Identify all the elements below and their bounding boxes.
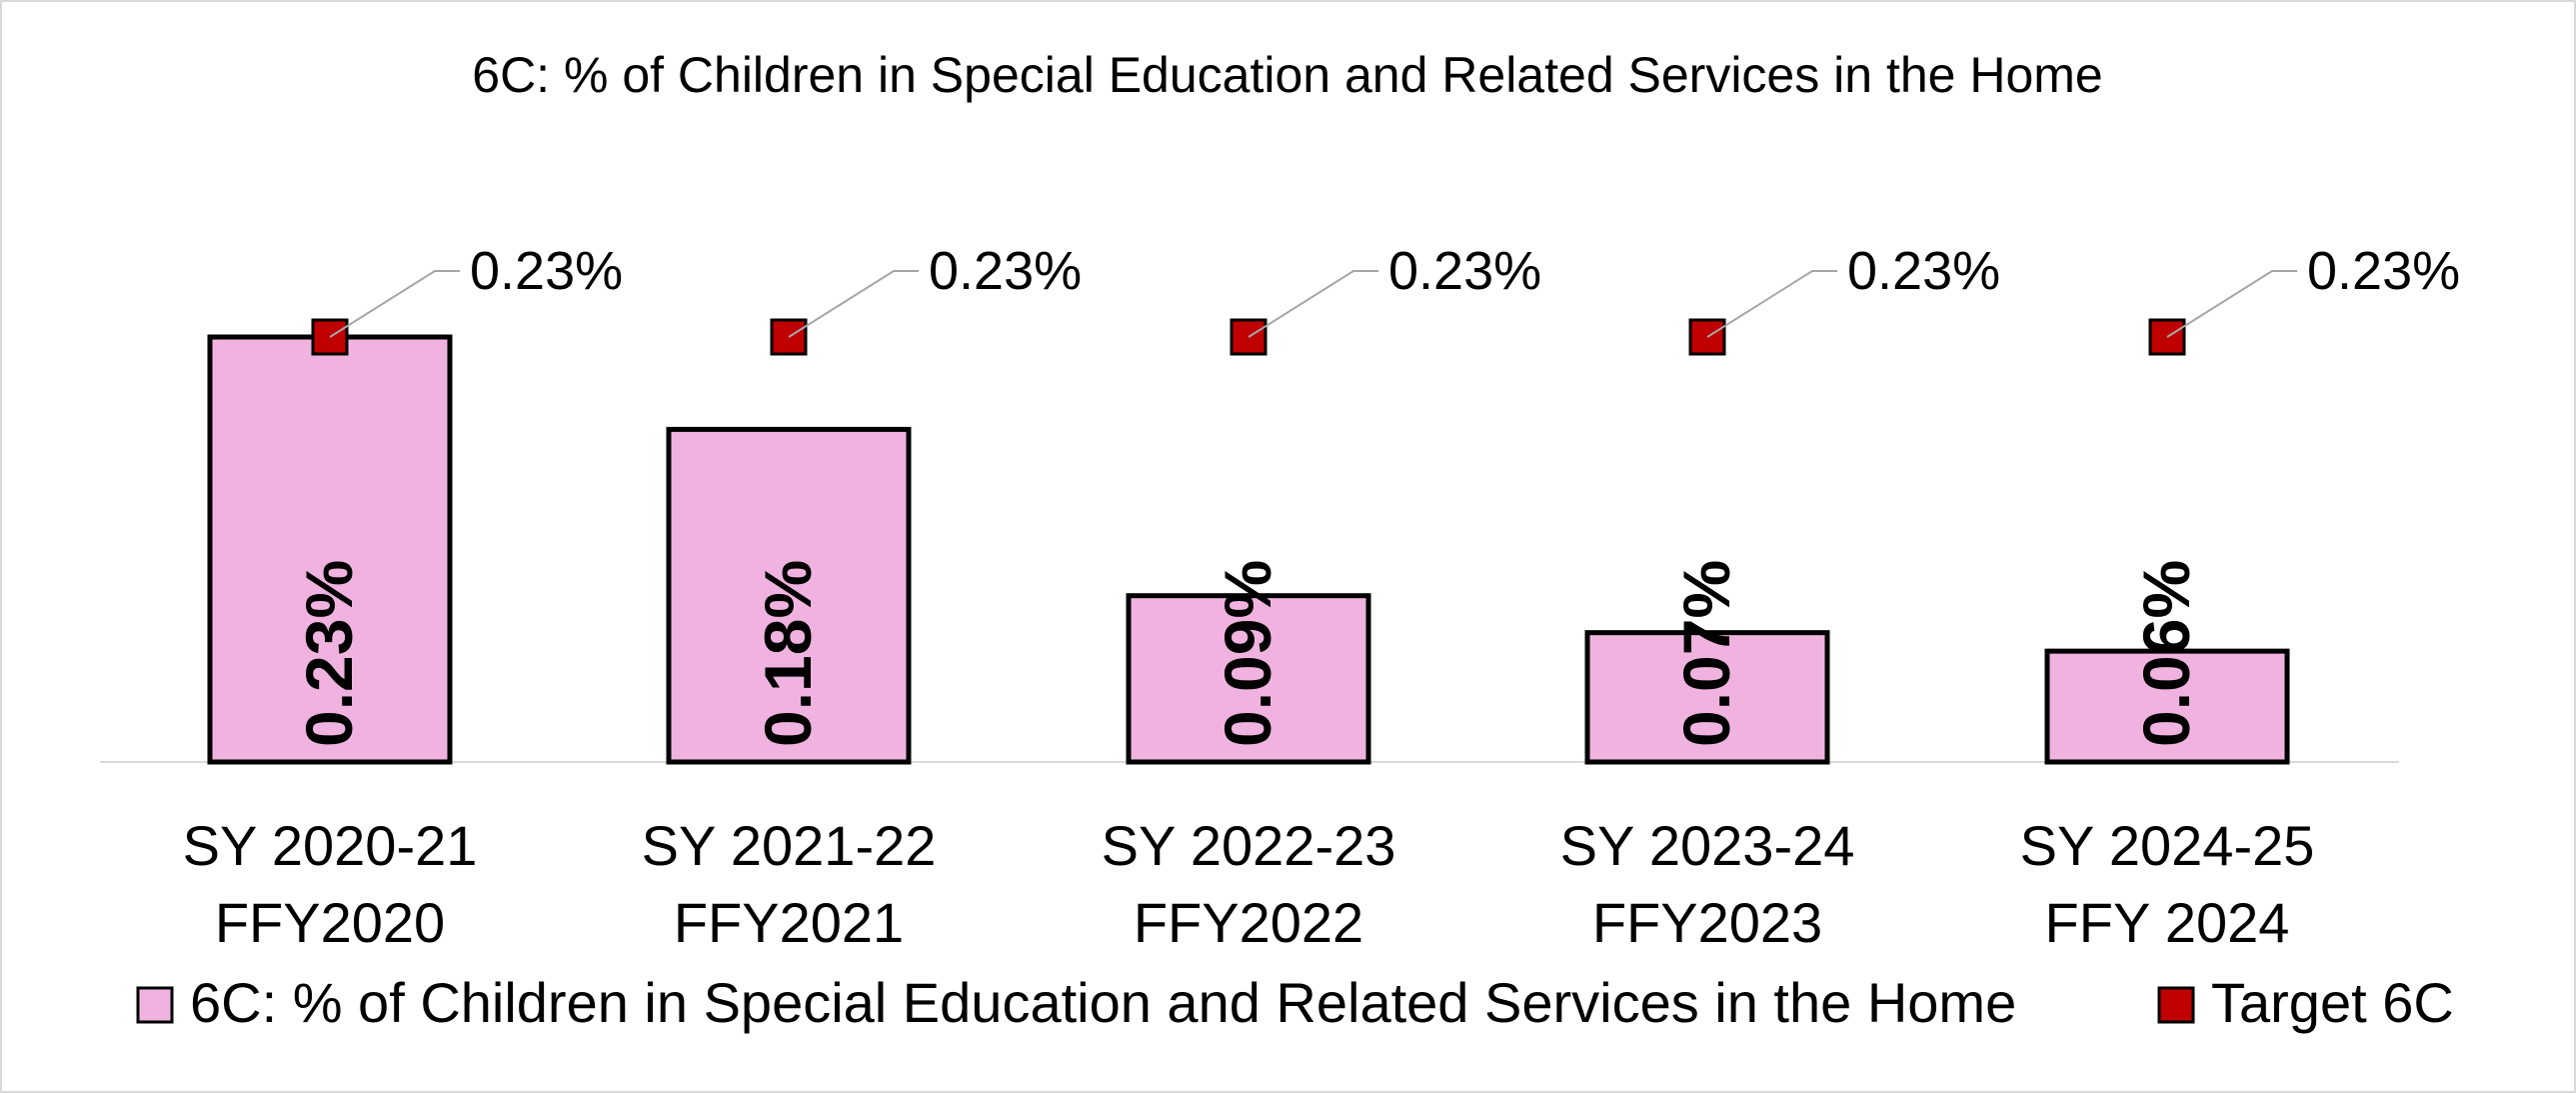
bar-data-label: 0.23% bbox=[292, 560, 366, 747]
bar-data-label: 0.07% bbox=[1669, 560, 1743, 747]
legend: 6C: % of Children in Special Education a… bbox=[136, 971, 2454, 1034]
target-data-label: 0.23% bbox=[2307, 241, 2460, 301]
target-leader-line bbox=[788, 270, 919, 338]
x-tick-label: SY 2020-21 bbox=[183, 814, 478, 877]
x-tick-label: SY 2022-23 bbox=[1102, 814, 1396, 877]
target-leader-line bbox=[2166, 270, 2297, 338]
legend-swatch-target bbox=[2157, 986, 2195, 1024]
target-data-label: 0.23% bbox=[1847, 241, 2000, 301]
x-tick-label: FFY2022 bbox=[1134, 891, 1363, 954]
legend-swatch-bar bbox=[136, 986, 174, 1024]
bar-data-label: 0.18% bbox=[751, 560, 825, 747]
x-axis-labels: SY 2020-21 FFY2020 SY 2021-22 FFY2021 SY 202… bbox=[183, 814, 2315, 954]
x-tick-label: SY 2023-24 bbox=[1560, 814, 1855, 877]
legend-label: 6C: % of Children in Special Education a… bbox=[190, 971, 2016, 1034]
target-data-label: 0.23% bbox=[1388, 241, 1541, 301]
target-data-label: 0.23% bbox=[470, 241, 623, 301]
x-tick-label: SY 2024-25 bbox=[2020, 814, 2315, 877]
x-tick-label: SY 2021-22 bbox=[642, 814, 937, 877]
bars-layer: 0.23% 0.18% 0.09% 0.07% 0.06% bbox=[207, 334, 2290, 765]
target-leader-line bbox=[329, 270, 460, 338]
bar-data-label: 0.06% bbox=[2129, 560, 2203, 747]
legend-label: Target 6C bbox=[2211, 971, 2454, 1034]
target-data-label: 0.23% bbox=[929, 241, 1082, 301]
bar bbox=[1584, 630, 1830, 765]
targets-layer: 0.23% 0.23% 0.23% 0.23% 0.23% bbox=[311, 241, 2460, 356]
target-leader-line bbox=[1248, 270, 1378, 338]
bar bbox=[207, 334, 453, 765]
x-tick-label: FFY2020 bbox=[215, 891, 445, 954]
bar bbox=[1126, 593, 1371, 765]
x-tick-label: FFY2021 bbox=[674, 891, 904, 954]
target-leader-line bbox=[1706, 270, 1837, 338]
x-tick-label: FFY2023 bbox=[1592, 891, 1822, 954]
bar-data-label: 0.09% bbox=[1211, 560, 1285, 747]
x-tick-label: FFY 2024 bbox=[2045, 891, 2290, 954]
bar bbox=[2044, 648, 2290, 765]
chart-title: 6C: % of Children in Special Education a… bbox=[472, 47, 2102, 103]
bar bbox=[666, 426, 912, 765]
